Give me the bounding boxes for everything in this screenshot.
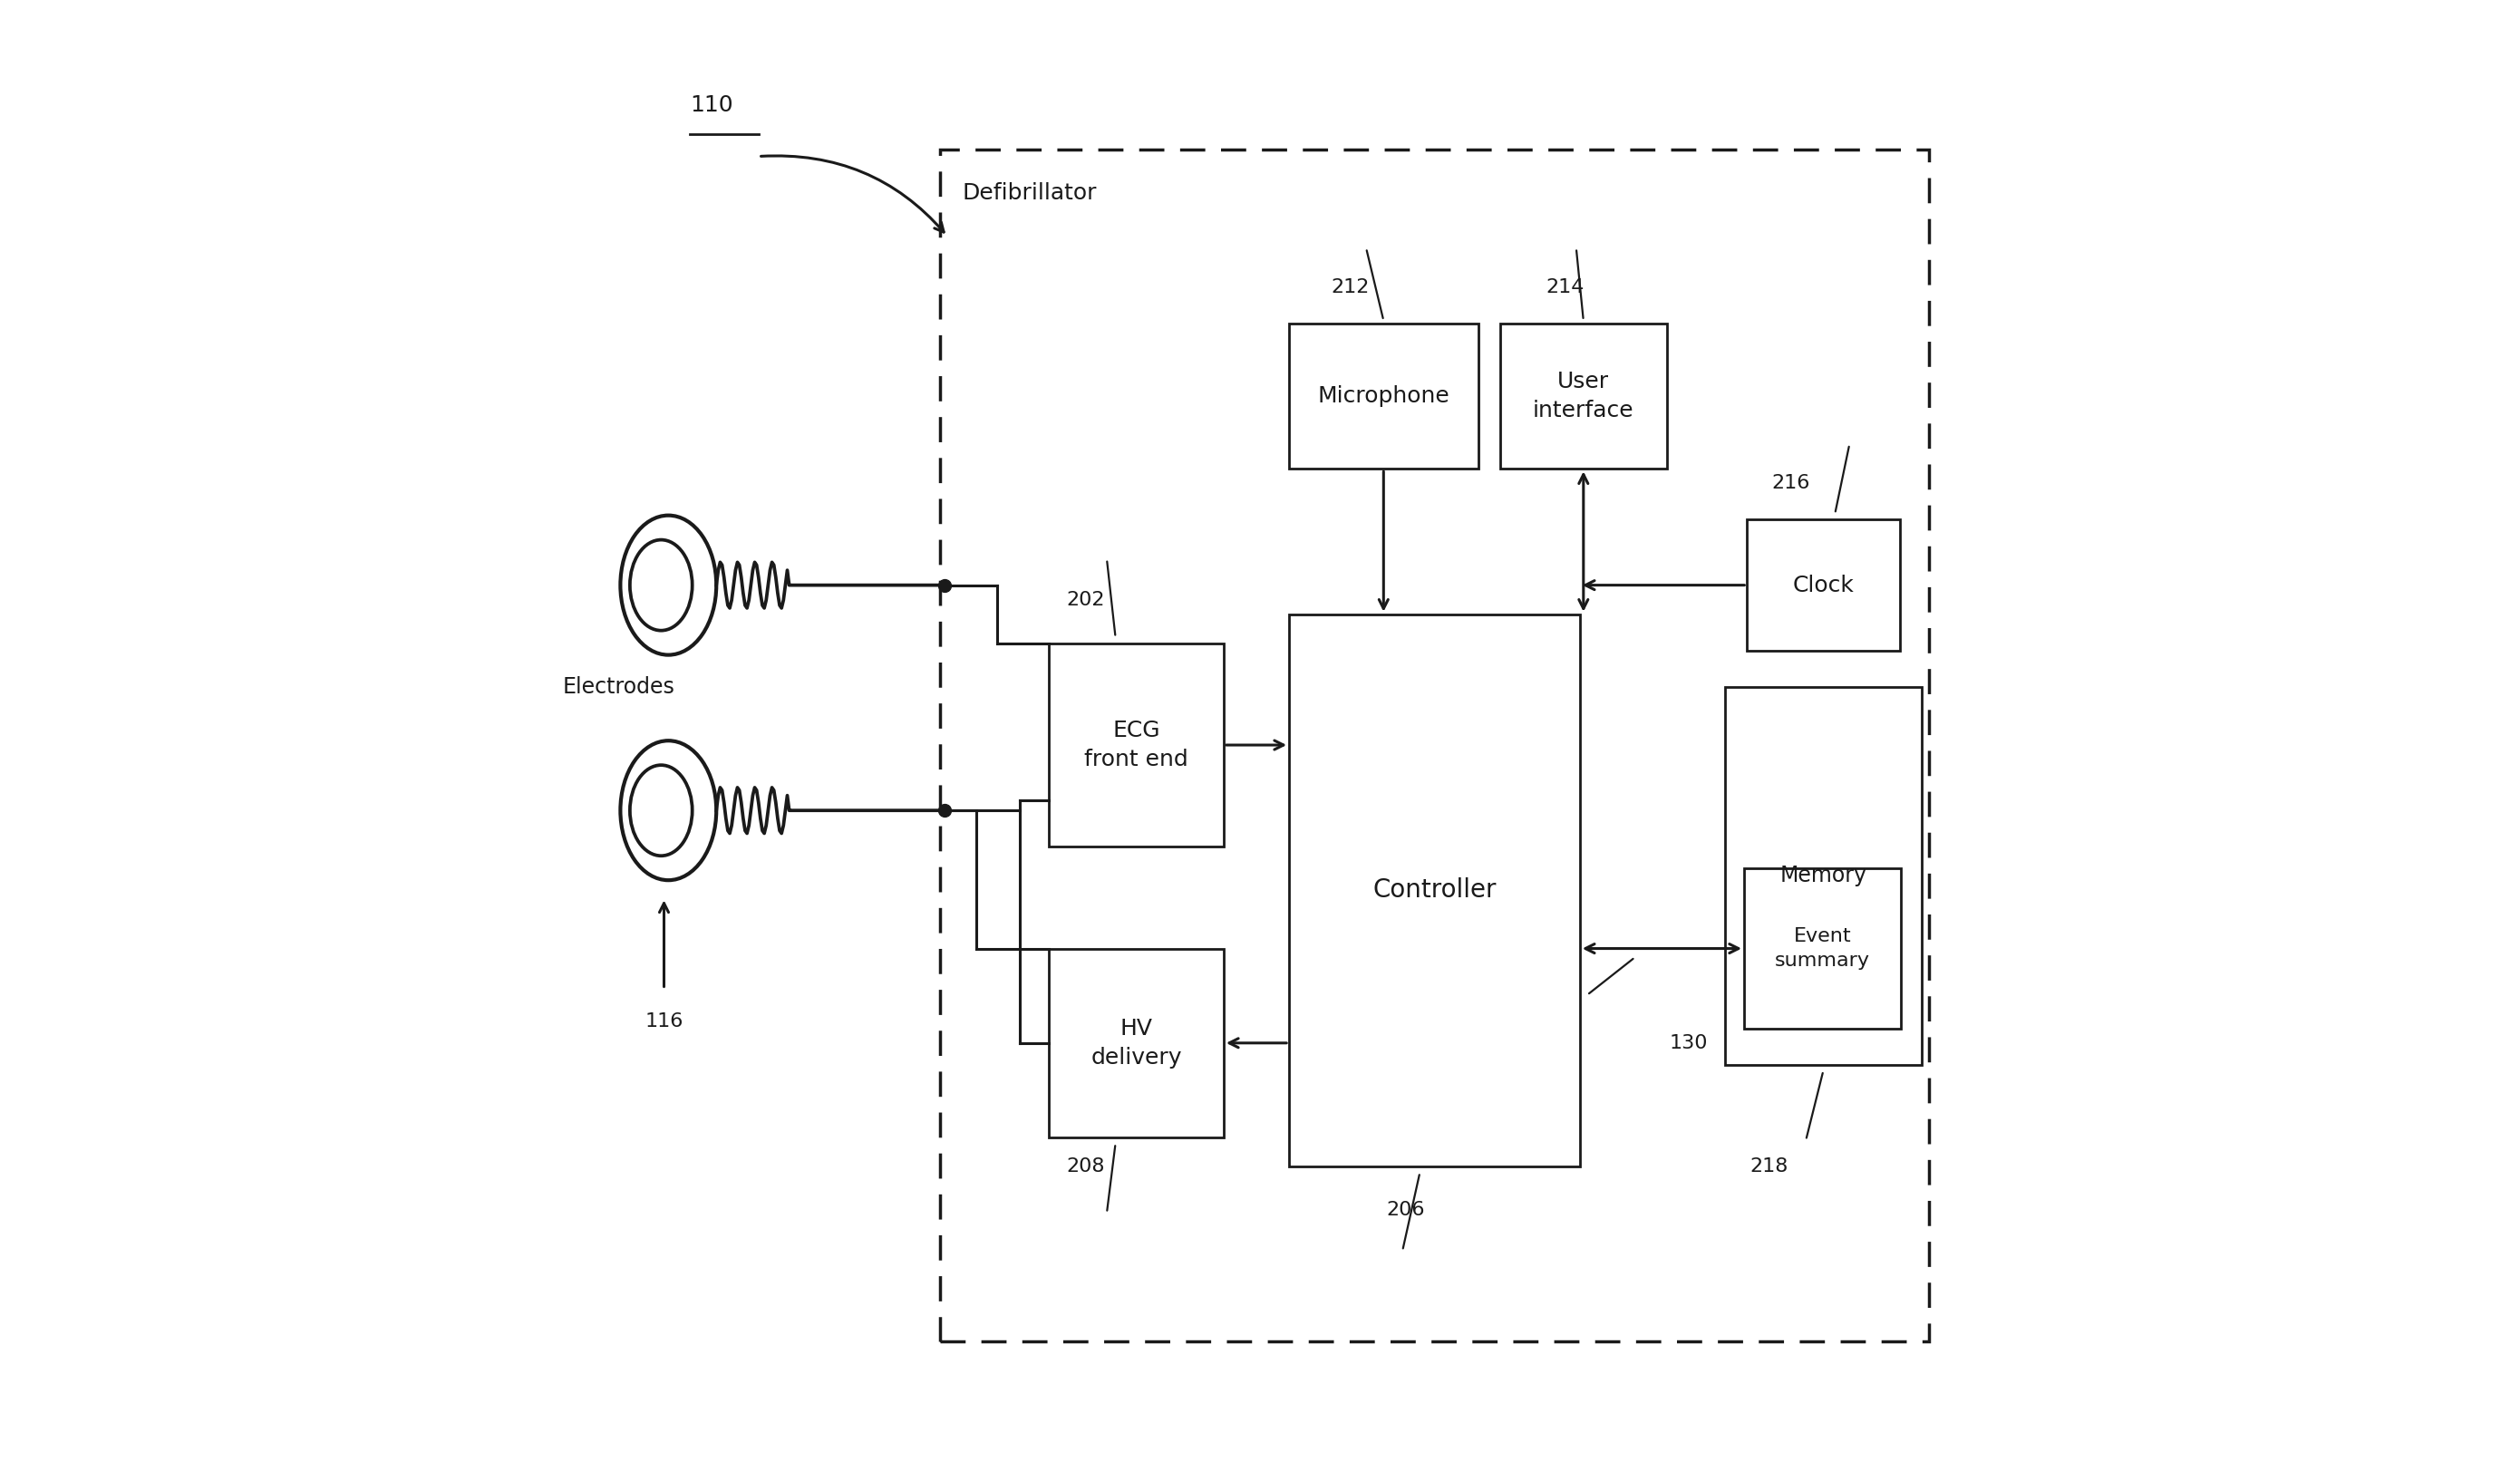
FancyBboxPatch shape	[1048, 948, 1225, 1138]
Text: 202: 202	[1066, 590, 1104, 609]
Text: Event
summary: Event summary	[1774, 928, 1870, 970]
Text: HV
delivery: HV delivery	[1091, 1018, 1182, 1068]
Text: 208: 208	[1066, 1157, 1104, 1176]
Text: Controller: Controller	[1373, 878, 1497, 903]
FancyBboxPatch shape	[1290, 614, 1580, 1166]
Text: 116: 116	[645, 1012, 683, 1030]
Text: ECG
front end: ECG front end	[1084, 720, 1189, 770]
Text: Microphone: Microphone	[1318, 386, 1449, 408]
Text: 218: 218	[1749, 1157, 1789, 1176]
FancyBboxPatch shape	[1499, 323, 1668, 469]
Text: 206: 206	[1386, 1201, 1424, 1218]
FancyBboxPatch shape	[1048, 643, 1225, 847]
Text: Memory: Memory	[1779, 865, 1867, 887]
FancyBboxPatch shape	[1744, 869, 1900, 1029]
FancyBboxPatch shape	[940, 149, 1928, 1341]
Text: Clock: Clock	[1792, 574, 1855, 596]
Ellipse shape	[630, 539, 693, 631]
Text: 130: 130	[1671, 1034, 1709, 1052]
FancyBboxPatch shape	[1726, 687, 1920, 1065]
Ellipse shape	[620, 516, 716, 655]
Text: 212: 212	[1331, 278, 1368, 297]
Text: Electrodes: Electrodes	[562, 676, 675, 698]
Text: 214: 214	[1547, 278, 1585, 297]
Text: 110: 110	[690, 95, 733, 117]
Ellipse shape	[630, 766, 693, 856]
Text: User
interface: User interface	[1532, 371, 1633, 421]
FancyBboxPatch shape	[1746, 520, 1900, 650]
FancyBboxPatch shape	[1290, 323, 1479, 469]
Text: Defibrillator: Defibrillator	[963, 181, 1096, 203]
Ellipse shape	[620, 741, 716, 880]
Text: 216: 216	[1772, 475, 1809, 492]
